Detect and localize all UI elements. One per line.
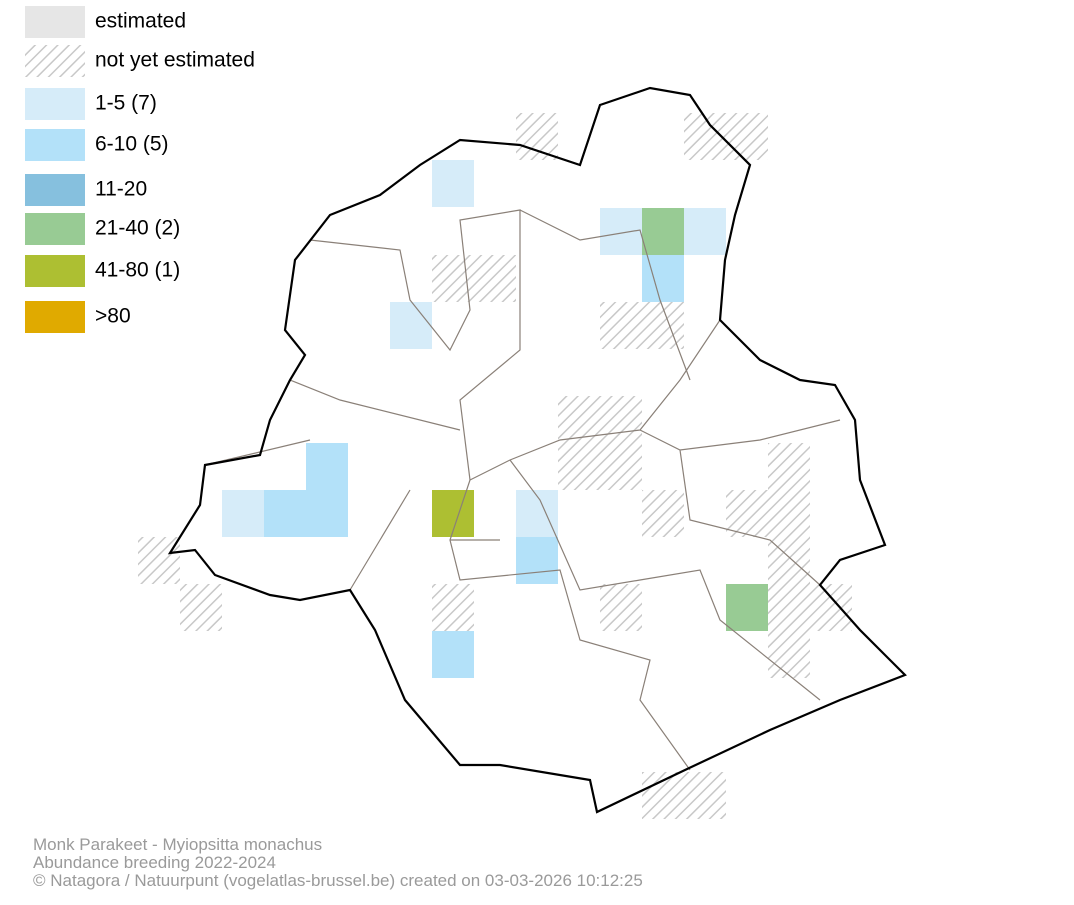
legend-swatch bbox=[25, 301, 85, 333]
legend-swatch bbox=[25, 45, 85, 77]
grid-cells bbox=[138, 113, 852, 819]
cells-1-5 bbox=[222, 160, 726, 537]
legend-label: 41-80 (1) bbox=[95, 259, 180, 282]
legend-swatch bbox=[25, 213, 85, 245]
footer-line: © Natagora / Natuurpunt (vogelatlas-brus… bbox=[33, 871, 643, 890]
legend-label: >80 bbox=[95, 305, 131, 328]
footer-line: Monk Parakeet - Myiopsitta monachus bbox=[33, 835, 322, 854]
legend-label: not yet estimated bbox=[95, 49, 255, 72]
legend-swatch bbox=[25, 174, 85, 206]
municipality-borders bbox=[204, 209, 841, 771]
legend-label: 1-5 (7) bbox=[95, 92, 157, 115]
legend-swatch bbox=[25, 129, 85, 161]
legend-swatch bbox=[25, 88, 85, 120]
cell-21-40 bbox=[642, 208, 684, 255]
legend-label: 21-40 (2) bbox=[95, 217, 180, 240]
cell-21-40 bbox=[726, 584, 768, 631]
legend-label: 6-10 (5) bbox=[95, 133, 169, 156]
legend-swatch bbox=[25, 6, 85, 38]
legend-swatch bbox=[25, 255, 85, 287]
hatched-cells bbox=[138, 113, 852, 819]
footer: Monk Parakeet - Myiopsitta monachusAbund… bbox=[33, 835, 643, 890]
legend-label: estimated bbox=[95, 10, 186, 33]
footer-line: Abundance breeding 2022-2024 bbox=[33, 853, 276, 872]
legend-label: 11-20 bbox=[95, 178, 147, 201]
region-outline bbox=[167, 86, 907, 814]
cells-6-10 bbox=[264, 255, 684, 678]
legend: estimated not yet estimated 1-5 (7) 6-10 (5… bbox=[25, 6, 255, 333]
